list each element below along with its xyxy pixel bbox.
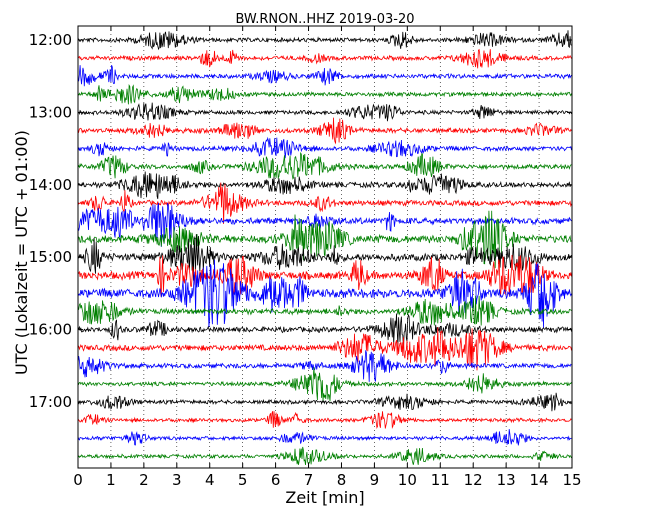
trace-line [77,313,572,349]
trace-line [77,295,572,326]
trace-line [77,64,572,87]
trace-1515 [77,254,572,297]
trace-1645 [77,367,572,402]
trace-1500 [77,234,572,281]
x-tick-label: 15 [562,471,581,489]
x-tick-label: 5 [238,471,248,489]
trace-line [77,182,572,225]
trace-line [77,392,572,412]
trace-1315 [77,117,572,145]
trace-line [77,30,572,51]
trace-1300 [77,102,572,122]
x-tick-label: 1 [106,471,116,489]
x-tick-label: 3 [172,471,182,489]
trace-1530 [77,259,572,329]
trace-line [77,102,572,122]
y-tick-label: 17:00 [29,393,72,411]
x-tick-label: 7 [304,471,314,489]
trace-line [77,327,572,371]
trace-line [77,350,572,382]
trace-line [77,429,572,446]
trace-1715 [77,411,572,430]
trace-1615 [77,327,572,371]
trace-1330 [77,136,572,159]
y-axis-label: UTC (Lokalzeit = UTC + 01:00) [12,130,31,375]
trace-line [77,234,572,281]
trace-1745 [77,446,572,466]
y-tick-label: 14:00 [29,176,72,194]
trace-line [77,48,572,69]
trace-line [77,117,572,145]
y-tick-label: 13:00 [29,103,72,121]
trace-1700 [77,392,572,412]
trace-1400 [77,171,572,200]
x-tick-label: 9 [370,471,380,489]
trace-line [77,171,572,200]
trace-line [77,367,572,402]
x-tick-label: 8 [337,471,347,489]
trace-1215 [77,48,572,69]
trace-1345 [77,151,572,180]
trace-1245 [77,84,572,105]
y-tick-label: 15:00 [29,248,72,266]
x-tick-label: 14 [530,471,549,489]
trace-line [77,210,572,269]
x-tick-label: 6 [271,471,281,489]
y-tick-label: 12:00 [29,31,72,49]
x-tick-label: 12 [464,471,483,489]
trace-1730 [77,429,572,446]
trace-1230 [77,64,572,87]
x-tick-label: 10 [398,471,417,489]
trace-1200 [77,30,572,51]
trace-line [77,446,572,466]
trace-1600 [77,313,572,349]
trace-line [77,84,572,105]
trace-line [77,411,572,430]
x-tick-label: 0 [73,471,83,489]
x-axis-label: Zeit [min] [285,488,365,507]
trace-line [77,259,572,329]
trace-1630 [77,350,572,382]
x-tick-label: 4 [205,471,215,489]
trace-line [77,136,572,159]
y-tick-label: 16:00 [29,321,72,339]
trace-1445 [77,210,572,269]
trace-line [77,254,572,297]
plot-frame [77,25,573,469]
chart-title: BW.RNON..HHZ 2019-03-20 [235,12,415,27]
x-tick-label: 13 [497,471,516,489]
trace-1545 [77,295,572,326]
x-tick-label: 11 [431,471,450,489]
trace-1415 [77,182,572,225]
trace-line [77,151,572,180]
x-tick-label: 2 [139,471,149,489]
